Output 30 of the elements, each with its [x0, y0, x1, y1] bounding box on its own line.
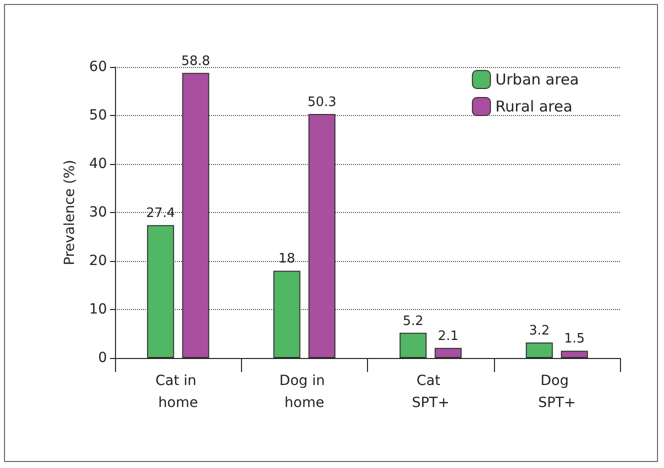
- x-tick-label: Dog SPT+: [538, 373, 576, 411]
- y-tick-label: 60: [89, 59, 107, 75]
- bar: [560, 350, 588, 358]
- data-label: 50.3: [307, 95, 336, 110]
- data-label: 58.8: [181, 54, 210, 69]
- bar: [526, 342, 553, 358]
- y-tick-label: 10: [89, 302, 107, 318]
- bar: [182, 72, 210, 358]
- x-tick-label: Cat SPT+: [412, 373, 450, 411]
- bar: [400, 332, 427, 358]
- data-label: 5.2: [402, 314, 424, 329]
- y-tick-label: 0: [98, 350, 107, 366]
- data-label: 1.5: [564, 332, 585, 347]
- legend-label: Rural area: [495, 98, 572, 116]
- data-label: 27.4: [146, 206, 176, 222]
- y-tick-label: 40: [89, 156, 107, 172]
- bar: [147, 225, 174, 358]
- bar: [434, 348, 462, 358]
- y-tick-label: 20: [89, 253, 107, 269]
- bar: [308, 114, 336, 358]
- data-label: 2.1: [438, 328, 459, 344]
- x-tick-label: Cat in home: [155, 373, 201, 411]
- data-label: 18: [278, 252, 296, 267]
- bar: [273, 270, 300, 358]
- y-axis-title: Prevalence (%): [62, 160, 78, 266]
- y-tick-label: 30: [89, 204, 107, 220]
- legend-label: Urban area: [495, 70, 580, 88]
- x-tick-label: Dog in home: [279, 373, 330, 411]
- data-label: 3.2: [528, 323, 550, 338]
- y-tick-label: 50: [89, 108, 107, 124]
